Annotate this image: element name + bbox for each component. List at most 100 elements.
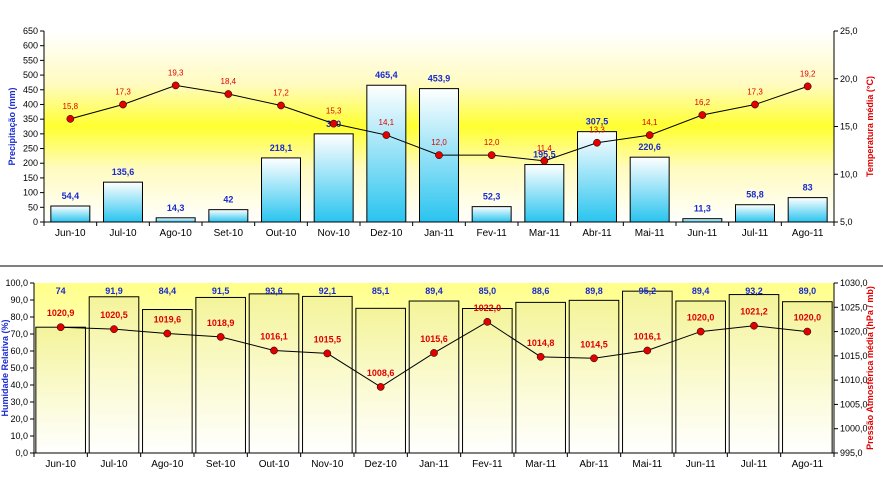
- left-tick-label: 0: [33, 217, 38, 227]
- right-tick-label: 1025,0: [840, 302, 868, 312]
- bar-data-label: 465,4: [375, 70, 398, 80]
- line-data-label: 1016,1: [634, 332, 662, 342]
- right-tick-label: 1000,0: [840, 424, 868, 434]
- line-marker: [646, 131, 653, 138]
- line-data-label: 19,2: [800, 69, 816, 78]
- bar-data-label: 135,6: [112, 167, 135, 177]
- bar: [736, 205, 775, 222]
- bar-data-label: 218,1: [270, 143, 293, 153]
- line-marker: [751, 101, 758, 108]
- line-marker: [541, 157, 548, 164]
- bar: [569, 300, 619, 453]
- top-left-axis-title: Precipitação (mm): [7, 87, 17, 165]
- line-marker: [330, 120, 337, 127]
- line-marker: [119, 101, 126, 108]
- x-tick-label: Nov-10: [318, 228, 351, 239]
- line-data-label: 13,3: [589, 126, 605, 135]
- line-data-label: 17,2: [273, 88, 289, 97]
- line-marker: [430, 349, 437, 356]
- line-marker: [110, 326, 117, 333]
- bar-data-label: 453,9: [428, 74, 451, 84]
- precipitation-temperature-chart: 54,4 135,6 14,3 42 218,1 300 465,4 453,9 52,3 195…: [7, 26, 875, 239]
- left-tick-label: 650: [23, 26, 38, 36]
- bar: [729, 295, 779, 453]
- line-marker: [57, 324, 64, 331]
- bar-data-label: 93,2: [745, 286, 763, 296]
- line-marker: [435, 152, 442, 159]
- right-tick-label: 20,0: [840, 74, 858, 84]
- line-marker: [277, 102, 284, 109]
- line-marker: [225, 90, 232, 97]
- bottom-right-axis-title: Pressão Atmosférica média (hPa / mb): [865, 286, 875, 450]
- x-tick-label: Jul-11: [742, 228, 769, 239]
- bar: [303, 296, 353, 453]
- left-tick-label: 0,0: [15, 448, 28, 458]
- x-tick-label: Set-10: [206, 459, 236, 470]
- x-tick-label: Out-10: [259, 459, 290, 470]
- x-tick-label: Dez-10: [365, 459, 398, 470]
- bar-data-label: 91,9: [105, 286, 123, 296]
- x-tick-label: Jun-11: [687, 228, 717, 239]
- x-tick-label: Ago-10: [160, 228, 193, 239]
- left-tick-label: 70,0: [10, 329, 28, 339]
- right-tick-label: 25,0: [840, 26, 858, 36]
- line-data-label: 1008,6: [367, 368, 395, 378]
- bar-data-label: 74: [56, 286, 66, 296]
- bar: [525, 165, 564, 222]
- bar-data-label: 11,3: [694, 204, 711, 214]
- left-tick-label: 450: [23, 85, 38, 95]
- line-data-label: 1020,0: [794, 313, 822, 323]
- line-marker: [697, 328, 704, 335]
- x-tick-label: Jun-10: [55, 228, 86, 239]
- x-tick-label: Jul-11: [741, 459, 768, 470]
- right-tick-label: 1005,0: [840, 399, 868, 409]
- bar-data-label: 91,5: [212, 286, 230, 296]
- x-tick-label: Fev-11: [472, 459, 503, 470]
- line-marker: [537, 353, 544, 360]
- line-marker: [484, 318, 491, 325]
- x-tick-label: Ago-10: [151, 459, 184, 470]
- bar-data-label: 84,4: [159, 286, 177, 296]
- x-tick-label: Set-10: [214, 228, 244, 239]
- line-data-label: 1018,9: [207, 318, 235, 328]
- right-tick-label: 10,0: [840, 169, 858, 179]
- right-tick-label: 995,0: [840, 448, 863, 458]
- top-right-axis-title: Temperatura média (°C): [865, 76, 875, 177]
- left-tick-label: 150: [23, 173, 38, 183]
- left-tick-label: 600: [23, 41, 38, 51]
- line-data-label: 12,0: [484, 138, 500, 147]
- bar: [367, 85, 406, 222]
- bar-data-label: 95,2: [639, 286, 657, 296]
- line-data-label: 1015,5: [314, 334, 342, 344]
- x-tick-label: Ago-11: [792, 459, 824, 470]
- left-tick-label: 40,0: [10, 380, 28, 390]
- x-tick-label: Fev-11: [476, 228, 507, 239]
- right-tick-label: 1015,0: [840, 351, 868, 361]
- line-marker: [804, 83, 811, 90]
- right-tick-label: 15,0: [840, 122, 858, 132]
- right-tick-label: 1020,0: [840, 327, 868, 337]
- bar: [676, 301, 726, 453]
- x-tick-label: Abr-11: [582, 228, 612, 239]
- bar: [209, 210, 248, 222]
- bar: [156, 218, 195, 222]
- left-tick-label: 20,0: [10, 414, 28, 424]
- line-marker: [270, 347, 277, 354]
- x-tick-label: Dez-10: [370, 228, 403, 239]
- bar-data-label: 54,4: [62, 191, 80, 201]
- bar-data-label: 88,6: [532, 286, 550, 296]
- bar-data-label: 89,4: [692, 286, 710, 296]
- bar-data-label: 42: [223, 195, 233, 205]
- bar: [472, 207, 511, 222]
- bar-data-label: 83: [803, 183, 813, 193]
- line-data-label: 15,8: [63, 102, 79, 111]
- bar: [783, 302, 833, 453]
- line-data-label: 1020,0: [687, 313, 715, 323]
- bar: [463, 309, 513, 454]
- x-tick-label: Jun-10: [45, 459, 76, 470]
- line-marker: [164, 330, 171, 337]
- left-tick-label: 100,0: [5, 278, 28, 288]
- x-tick-label: Mai-11: [632, 459, 662, 470]
- bar: [262, 158, 301, 222]
- line-marker: [699, 111, 706, 118]
